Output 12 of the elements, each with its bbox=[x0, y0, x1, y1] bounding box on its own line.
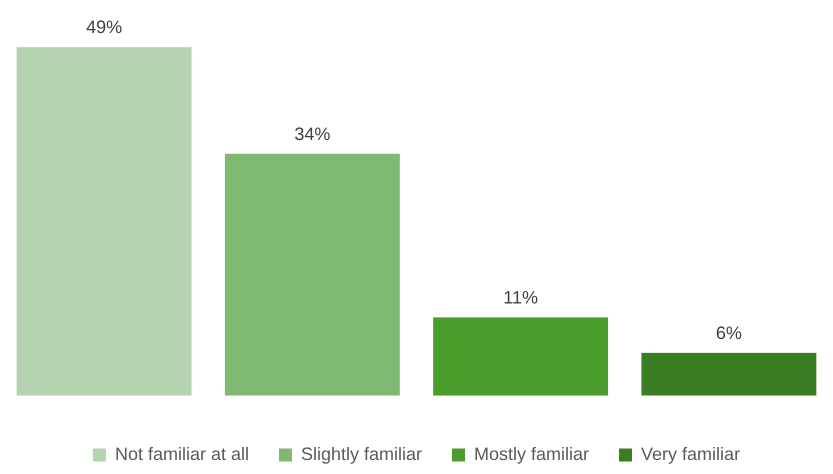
bar bbox=[433, 317, 608, 396]
data-label: 11% bbox=[503, 287, 538, 308]
legend-label: Mostly familiar bbox=[474, 444, 590, 464]
legend-label: Not familiar at all bbox=[114, 444, 249, 464]
legend-label: Very familiar bbox=[641, 444, 740, 464]
data-label: 49% bbox=[86, 17, 122, 38]
bar bbox=[16, 47, 192, 396]
bar bbox=[224, 154, 400, 396]
legend-label: Slightly familiar bbox=[300, 444, 422, 464]
data-label: 34% bbox=[294, 124, 330, 144]
data-label: 6% bbox=[716, 322, 742, 343]
bar bbox=[641, 352, 816, 396]
